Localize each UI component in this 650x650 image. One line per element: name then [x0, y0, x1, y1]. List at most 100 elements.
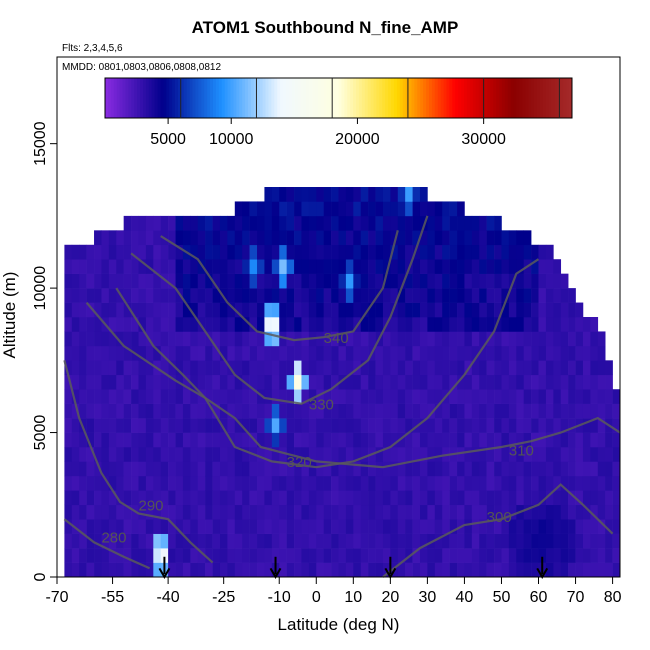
- heatmap-cell: [94, 519, 102, 534]
- heatmap-cell: [375, 230, 384, 246]
- heatmap-cell: [301, 374, 310, 390]
- heatmap-cell: [479, 331, 487, 347]
- heatmap-cell: [145, 345, 154, 361]
- heatmap-cell: [323, 447, 332, 462]
- heatmap-cell: [405, 447, 413, 462]
- heatmap-cell: [471, 244, 480, 260]
- heatmap-cell: [382, 504, 391, 520]
- heatmap-cell: [316, 519, 324, 534]
- heatmap-cell: [94, 504, 102, 520]
- heatmap-cell: [264, 490, 273, 506]
- heatmap-cell: [353, 345, 362, 361]
- heatmap-cell: [516, 475, 524, 491]
- heatmap-cell: [508, 475, 517, 491]
- colorbar-segment: [297, 78, 301, 118]
- colorbar-segment: [288, 78, 293, 118]
- heatmap-cell: [345, 432, 354, 448]
- heatmap-cell: [382, 230, 391, 246]
- heatmap-cell: [345, 533, 354, 549]
- heatmap-cell: [212, 504, 221, 520]
- heatmap-cell: [94, 418, 102, 433]
- heatmap-cell: [382, 475, 391, 491]
- colorbar-segment: [525, 78, 529, 118]
- heatmap-cell: [123, 331, 132, 347]
- heatmap-cell: [264, 461, 273, 477]
- heatmap-cell: [612, 562, 621, 578]
- heatmap-cell: [316, 187, 324, 202]
- heatmap-cell: [590, 490, 599, 506]
- colorbar-segment: [160, 78, 164, 118]
- heatmap-cell: [390, 461, 399, 477]
- heatmap-cell: [264, 288, 273, 303]
- heatmap-cell: [494, 403, 502, 419]
- heatmap-cell: [145, 230, 154, 246]
- heatmap-cell: [508, 548, 517, 563]
- colorbar-segment: [490, 78, 494, 118]
- heatmap-cell: [301, 230, 310, 246]
- heatmap-cell: [175, 461, 184, 477]
- heatmap-cell: [434, 259, 443, 274]
- heatmap-cell: [279, 230, 287, 246]
- heatmap-cell: [442, 490, 450, 506]
- heatmap-cell: [479, 345, 487, 361]
- heatmap-cell: [494, 302, 502, 318]
- heatmap-cell: [301, 259, 310, 274]
- heatmap-cell: [64, 562, 73, 578]
- heatmap-cell: [316, 504, 324, 520]
- heatmap-cell: [212, 519, 221, 534]
- heatmap-cell: [242, 533, 250, 549]
- heatmap-cell: [553, 302, 562, 318]
- heatmap-cell: [131, 230, 139, 246]
- heatmap-cell: [612, 548, 621, 563]
- heatmap-cell: [86, 360, 95, 376]
- heatmap-cell: [205, 230, 213, 246]
- heatmap-cell: [234, 244, 243, 260]
- heatmap-cell: [449, 244, 458, 260]
- heatmap-cell: [442, 331, 450, 347]
- heatmap-cell: [271, 345, 280, 361]
- heatmap-cell: [145, 215, 154, 231]
- heatmap-cell: [568, 432, 576, 448]
- heatmap-cell: [545, 317, 554, 332]
- heatmap-cell: [568, 288, 576, 303]
- heatmap-cell: [464, 533, 473, 549]
- heatmap-cell: [279, 432, 287, 448]
- heatmap-cell: [219, 432, 228, 448]
- x-tick-label: -25: [212, 589, 235, 606]
- heatmap-cell: [79, 519, 87, 534]
- heatmap-cell: [279, 201, 287, 217]
- heatmap-cell: [405, 418, 413, 433]
- heatmap-cell: [405, 475, 413, 491]
- heatmap-cell: [294, 475, 302, 491]
- heatmap-cell: [338, 302, 347, 318]
- heatmap-cell: [568, 331, 576, 347]
- heatmap-cell: [442, 288, 450, 303]
- heatmap-cell: [486, 548, 495, 563]
- heatmap-cell: [353, 418, 362, 433]
- heatmap-cell: [375, 360, 384, 376]
- heatmap-cell: [145, 461, 154, 477]
- heatmap-cell: [449, 461, 458, 477]
- heatmap-cell: [538, 374, 547, 390]
- heatmap-cell: [242, 374, 250, 390]
- heatmap-cell: [575, 490, 584, 506]
- heatmap-cell: [227, 475, 236, 491]
- heatmap-cell: [501, 403, 510, 419]
- heatmap-cell: [375, 201, 384, 217]
- heatmap-cell: [360, 562, 369, 578]
- heatmap-cell: [523, 302, 532, 318]
- heatmap-cell: [294, 504, 302, 520]
- colorbar-segment: [364, 78, 369, 118]
- heatmap-cell: [323, 504, 332, 520]
- heatmap-cell: [86, 475, 95, 491]
- heatmap-cell: [145, 288, 154, 303]
- heatmap-cell: [323, 259, 332, 274]
- heatmap-cell: [494, 230, 502, 246]
- heatmap-cell: [79, 447, 87, 462]
- heatmap-cell: [116, 273, 124, 289]
- heatmap-cell: [123, 389, 132, 404]
- heatmap-cell: [434, 215, 443, 231]
- heatmap-cell: [427, 288, 436, 303]
- heatmap-cell: [316, 244, 324, 260]
- heatmap-cell: [397, 432, 406, 448]
